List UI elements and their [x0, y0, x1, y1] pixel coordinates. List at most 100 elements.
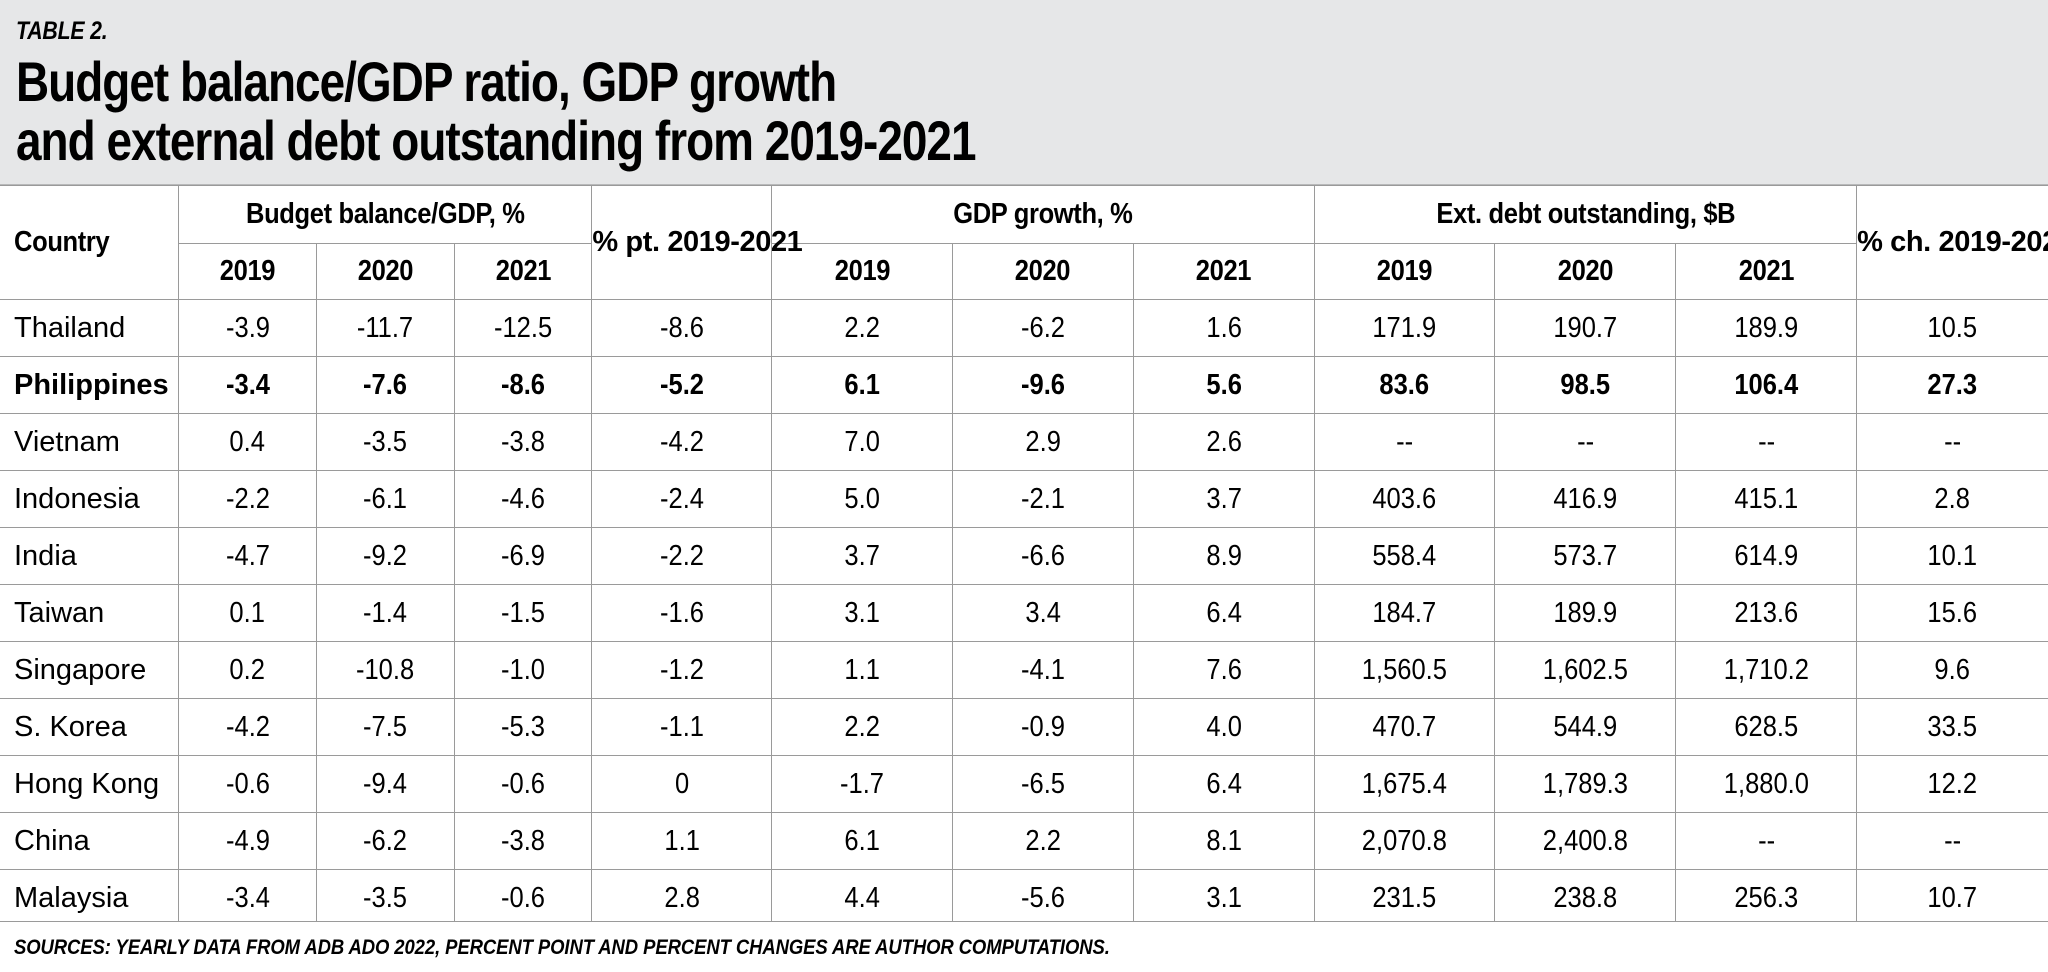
table-row: Hong Kong -0.6 -9.4 -0.6 0 -1.7 -6.5 6.4 1,675.4… — [0, 755, 2048, 813]
cell-value: -- — [1856, 812, 2048, 870]
table-row: India -4.7 -9.2 -6.9 -2.2 3.7 -6.6 8.9 558.4 573.… — [0, 527, 2048, 585]
cell-value: -3.5 — [315, 413, 455, 471]
cell-value: 12.2 — [1856, 755, 2048, 813]
cell-value: -0.6 — [453, 869, 593, 927]
cell-country: Philippines — [0, 356, 180, 414]
table-row: S. Korea -4.2 -7.5 -5.3 -1.1 2.2 -0.9 4.0 470.7 5… — [0, 698, 2048, 756]
header-year-debt-2021: 2021 — [1675, 243, 1857, 300]
header-pct-pt-change-label: % pt. 2019-2021 — [592, 226, 803, 259]
cell-value: -2.2 — [591, 527, 773, 585]
cell-value: -1.1 — [591, 698, 773, 756]
cell-value: 0.2 — [178, 641, 317, 699]
table-head: Country Budget balance/GDP, % % pt. 2019… — [0, 185, 2048, 300]
data-table: Country Budget balance/GDP, % % pt. 2019… — [0, 185, 2048, 927]
cell-value: -9.2 — [315, 527, 455, 585]
header-group-row: Country Budget balance/GDP, % % pt. 2019… — [0, 185, 2048, 300]
header-pct-ch-change-label: % ch. 2019-2021 — [1857, 226, 2048, 259]
cell-value: 2.2 — [951, 812, 1134, 870]
cell-value: -5.2 — [591, 356, 773, 414]
cell-value: 213.6 — [1675, 584, 1858, 642]
cell-value: 98.5 — [1494, 356, 1677, 414]
cell-value: 7.6 — [1132, 641, 1315, 699]
cell-value: -9.4 — [315, 755, 455, 813]
cell-value: -1.6 — [591, 584, 773, 642]
header-group-gdp-growth-label: GDP growth, % — [953, 198, 1133, 230]
header-group-budget-balance: Budget balance/GDP, % — [178, 185, 593, 244]
header-group-ext-debt-label: Ext. debt outstanding, $B — [1435, 198, 1735, 230]
cell-value: 2.6 — [1132, 413, 1315, 471]
cell-value: -0.6 — [453, 755, 593, 813]
header-year-bb-2021: 2021 — [453, 243, 593, 300]
cell-value: 8.1 — [1132, 812, 1315, 870]
cell-value: 558.4 — [1313, 527, 1496, 585]
cell-value: 189.9 — [1494, 584, 1677, 642]
cell-value: 171.9 — [1313, 299, 1496, 357]
cell-value: 3.1 — [1132, 869, 1315, 927]
title-block: TABLE 2. Budget balance/GDP ratio, GDP g… — [0, 0, 2048, 185]
cell-value: -4.6 — [453, 470, 593, 528]
cell-value: 2,070.8 — [1313, 812, 1496, 870]
cell-value: -7.5 — [315, 698, 455, 756]
header-year-gdp-2019-label: 2019 — [834, 255, 890, 287]
cell-country: S. Korea — [0, 698, 180, 756]
page-title: Budget balance/GDP ratio, GDP growth and… — [16, 49, 977, 172]
cell-value: 3.4 — [951, 584, 1134, 642]
header-year-debt-2020-label: 2020 — [1557, 255, 1614, 287]
cell-value: 1,789.3 — [1494, 755, 1677, 813]
source-note: SOURCES: YEARLY DATA FROM ADB ADO 2022, … — [0, 921, 2048, 972]
cell-value: 6.4 — [1132, 584, 1315, 642]
cell-value: -0.9 — [951, 698, 1134, 756]
cell-value: 10.7 — [1856, 869, 2048, 927]
cell-value: 3.7 — [1132, 470, 1315, 528]
table-body: Thailand -3.9 -11.7 -12.5 -8.6 2.2 -6.2 1.6 171.… — [0, 299, 2048, 927]
cell-value: -0.6 — [178, 755, 317, 813]
cell-value: 27.3 — [1856, 356, 2048, 414]
header-year-bb-2019: 2019 — [178, 243, 317, 300]
header-year-gdp-2021: 2021 — [1132, 243, 1315, 300]
cell-value: -4.7 — [178, 527, 317, 585]
header-pct-pt-change: % pt. 2019-2021 — [591, 185, 803, 300]
cell-value: 1.1 — [591, 812, 773, 870]
cell-country: Vietnam — [0, 413, 180, 471]
cell-value: -5.6 — [951, 869, 1134, 927]
cell-value: -3.5 — [315, 869, 455, 927]
cell-value: 1,880.0 — [1675, 755, 1858, 813]
cell-value: -2.4 — [591, 470, 773, 528]
header-country-label: Country — [14, 226, 110, 258]
cell-value: -- — [1313, 413, 1496, 471]
cell-value: 238.8 — [1494, 869, 1677, 927]
cell-value: -- — [1494, 413, 1677, 471]
header-year-bb-2019-label: 2019 — [219, 255, 276, 287]
header-year-gdp-2019: 2019 — [771, 243, 953, 300]
cell-value: -6.2 — [315, 812, 455, 870]
cell-value: -4.2 — [178, 698, 317, 756]
cell-value: 416.9 — [1494, 470, 1677, 528]
cell-value: 256.3 — [1675, 869, 1858, 927]
cell-value: 4.0 — [1132, 698, 1315, 756]
cell-value: -8.6 — [453, 356, 593, 414]
header-year-debt-2021-label: 2021 — [1738, 255, 1794, 287]
header-year-gdp-2021-label: 2021 — [1196, 255, 1252, 287]
cell-value: 1.1 — [771, 641, 953, 699]
cell-value: 573.7 — [1494, 527, 1677, 585]
cell-value: -4.2 — [591, 413, 773, 471]
cell-country: Thailand — [0, 299, 180, 357]
cell-value: -9.6 — [951, 356, 1134, 414]
cell-value: 0.1 — [178, 584, 317, 642]
table-row: Indonesia -2.2 -6.1 -4.6 -2.4 5.0 -2.1 3.7 403.6… — [0, 470, 2048, 528]
table-row: China -4.9 -6.2 -3.8 1.1 6.1 2.2 8.1 2,070.8 2,40… — [0, 812, 2048, 870]
table-row: Vietnam 0.4 -3.5 -3.8 -4.2 7.0 2.9 2.6 -- -- -- -- — [0, 413, 2048, 471]
cell-value: 2.8 — [1856, 470, 2048, 528]
table-kicker: TABLE 2. — [16, 17, 108, 45]
cell-value: -6.1 — [315, 470, 455, 528]
cell-country: Singapore — [0, 641, 180, 699]
header-year-debt-2019: 2019 — [1313, 243, 1496, 300]
cell-value: -2.2 — [178, 470, 317, 528]
header-year-debt-2020: 2020 — [1494, 243, 1677, 300]
cell-value: -3.8 — [453, 812, 593, 870]
cell-value: 2.2 — [771, 698, 953, 756]
cell-country: China — [0, 812, 180, 870]
table-container: Country Budget balance/GDP, % % pt. 2019… — [0, 185, 2048, 927]
header-pct-ch-change: % ch. 2019-2021 — [1856, 185, 2048, 300]
cell-value: 83.6 — [1313, 356, 1496, 414]
